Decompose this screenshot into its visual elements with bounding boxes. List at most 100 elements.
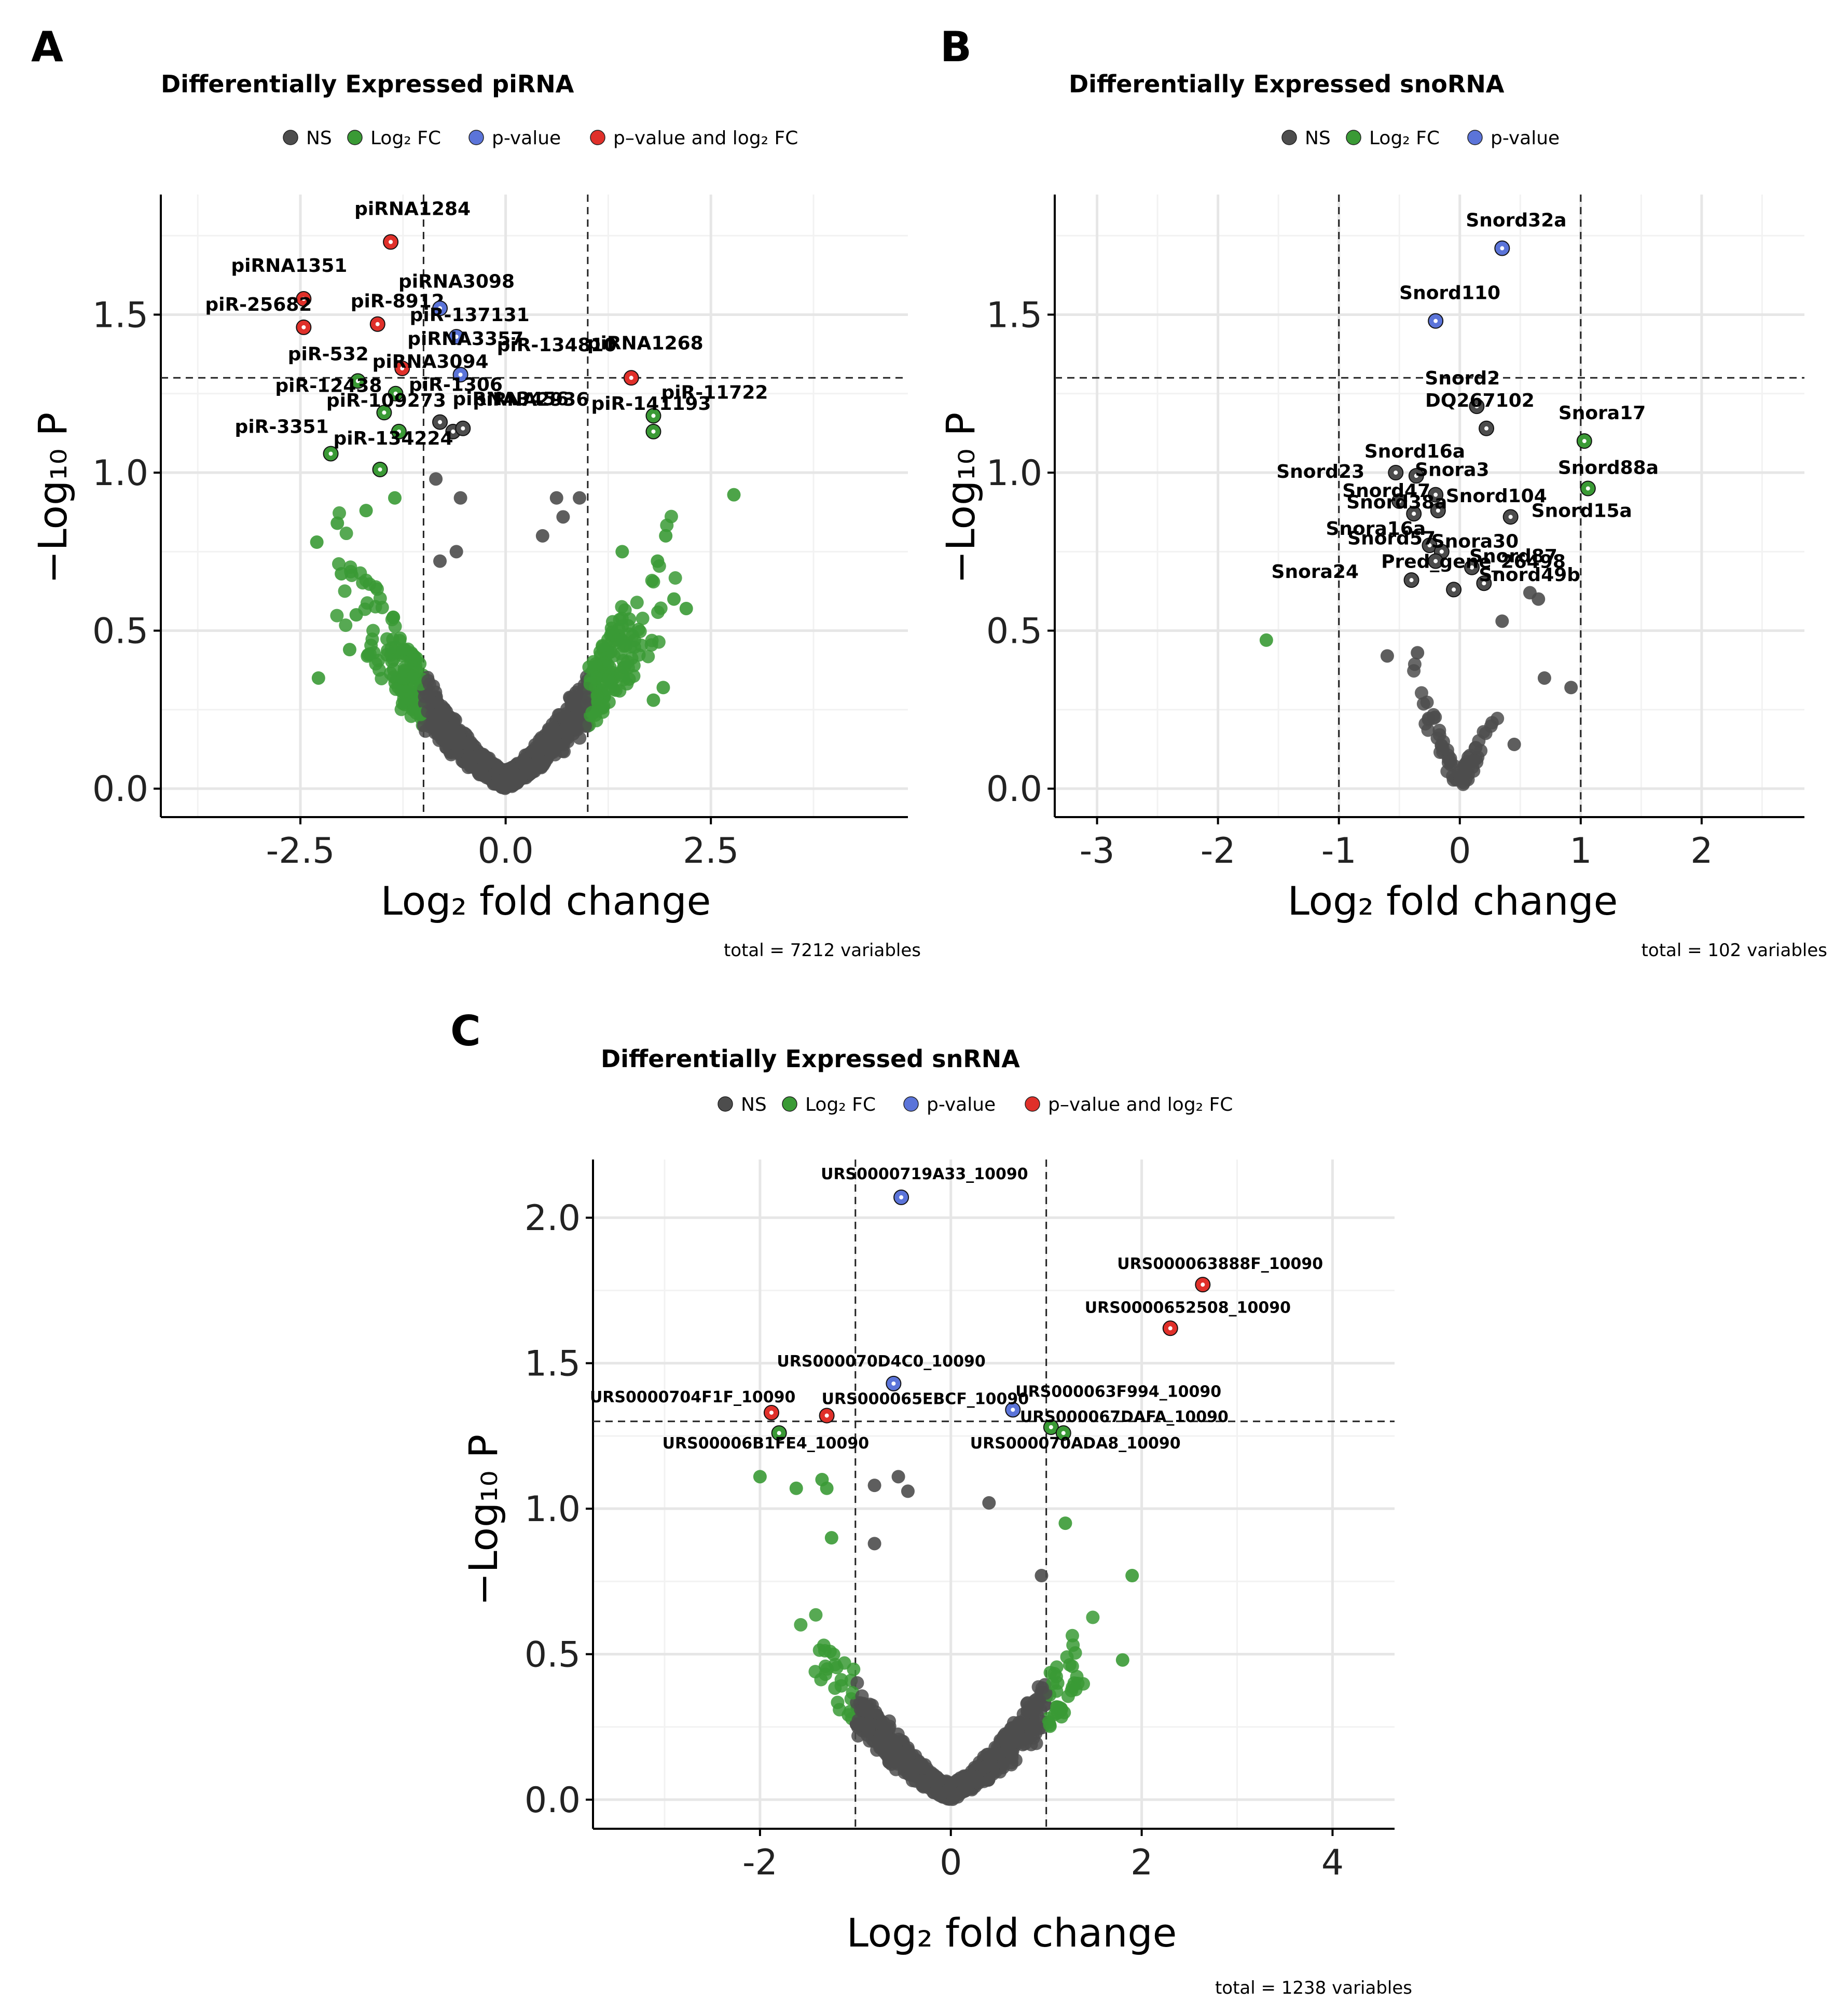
data-point xyxy=(495,774,509,788)
data-point xyxy=(664,509,678,523)
legend-label-Log2FC: Log₂ FC xyxy=(1369,128,1440,149)
y-tick-label: 0.0 xyxy=(92,769,148,810)
data-point xyxy=(668,571,682,585)
x-tick-label: 0 xyxy=(940,1842,962,1883)
data-point xyxy=(1427,711,1441,725)
legend-label-pvalue_and_log2FC: p–value and log₂ FC xyxy=(1048,1094,1233,1115)
legend-label-NS: NS xyxy=(306,128,332,149)
panel-a-legend: NS Log₂ FC p-value p–value and log₂ FC xyxy=(283,128,798,149)
data-point xyxy=(623,612,637,626)
data-point xyxy=(339,527,353,541)
data-point xyxy=(868,1705,882,1719)
point-marker xyxy=(777,1431,781,1436)
data-point xyxy=(1048,1707,1062,1721)
y-tick-label: 1.0 xyxy=(525,1489,581,1530)
data-point xyxy=(812,1643,826,1657)
point-label: Snora17 xyxy=(1559,403,1646,424)
data-point xyxy=(1495,614,1509,628)
data-point xyxy=(552,738,566,752)
point-marker xyxy=(1585,486,1590,491)
data-point xyxy=(453,491,467,505)
y-tick-label: 1.0 xyxy=(986,453,1042,494)
panel-c-legend: NS Log₂ FC p-value p–value and log₂ FC xyxy=(718,1094,1233,1115)
panel-b: B Differentially Expressed snoRNA NS Log₂… xyxy=(937,23,1827,961)
data-point xyxy=(867,1479,881,1493)
point-label: Snora3 xyxy=(1415,460,1489,481)
point-label: piR-109273 xyxy=(326,390,446,411)
legend-item-NS: NS xyxy=(718,1094,767,1115)
point-label: piR-1306 xyxy=(409,375,503,396)
data-point xyxy=(931,1785,945,1799)
data-point xyxy=(967,1773,981,1787)
data-point xyxy=(616,660,630,674)
point-label: Pred_gene_26498 xyxy=(1381,551,1566,572)
y-tick-label: 0.5 xyxy=(986,611,1042,652)
data-point xyxy=(1411,646,1425,660)
data-point xyxy=(645,573,659,587)
data-point xyxy=(851,1718,865,1732)
x-tick-label: 0.0 xyxy=(478,831,534,872)
data-point xyxy=(727,488,741,502)
point-marker xyxy=(1508,515,1513,519)
grid xyxy=(1055,195,1804,817)
data-point xyxy=(651,554,665,568)
point-label: URS000063888F_10090 xyxy=(1117,1255,1323,1273)
data-point xyxy=(656,681,670,695)
point-cloud xyxy=(1407,657,1505,791)
data-point xyxy=(373,591,387,605)
point-label: DQ267102 xyxy=(1425,390,1535,411)
legend-item-NS: NS xyxy=(1281,128,1331,149)
point-marker xyxy=(1201,1282,1205,1287)
point-label: Snord47 xyxy=(1342,480,1430,502)
data-point xyxy=(794,1618,808,1632)
point-label: piR-532 xyxy=(288,343,369,365)
x-tick-label: 0 xyxy=(1449,831,1471,872)
panel-a-xlabel: Log₂ fold change xyxy=(381,878,711,924)
data-point xyxy=(349,608,363,622)
panel-c-letter: C xyxy=(450,1007,481,1055)
y-tick-label: 0.0 xyxy=(986,769,1042,810)
point-marker xyxy=(355,379,360,383)
data-point xyxy=(1432,728,1446,742)
data-point xyxy=(1069,1682,1083,1696)
data-point xyxy=(1564,681,1578,695)
data-point xyxy=(385,613,399,627)
point-label: Snora24 xyxy=(1272,561,1359,583)
point-label: URS0000704F1F_10090 xyxy=(590,1388,795,1406)
y-tick-label: 2.0 xyxy=(525,1198,581,1239)
legend-item-NS: NS xyxy=(283,128,332,149)
point-label: Snord15a xyxy=(1532,500,1632,521)
data-point xyxy=(394,702,408,716)
legend-label-Log2FC: Log₂ FC xyxy=(370,128,441,149)
point-marker xyxy=(438,306,443,311)
point-marker xyxy=(382,410,387,415)
data-point xyxy=(659,529,673,543)
point-marker xyxy=(1397,499,1402,503)
data-point xyxy=(596,657,610,671)
point-marker xyxy=(461,426,465,431)
y-tick-label: 0.5 xyxy=(525,1634,581,1675)
data-point xyxy=(915,1774,929,1788)
grid xyxy=(161,195,908,817)
data-point xyxy=(434,701,448,715)
point-marker xyxy=(1412,512,1416,516)
data-point xyxy=(631,623,645,637)
panel-c-xlabel: Log₂ fold change xyxy=(847,1910,1177,1956)
data-point xyxy=(667,592,681,606)
legend-label-pvalue: p-value xyxy=(927,1094,996,1115)
y-tick-label: 0.5 xyxy=(92,611,148,652)
point-label: piRNA1268 xyxy=(587,333,704,354)
data-point xyxy=(818,1659,832,1673)
data-point xyxy=(1115,1653,1129,1667)
x-tick-label: 2 xyxy=(1130,1842,1153,1883)
point-marker xyxy=(389,240,393,244)
legend-swatch-NS xyxy=(718,1096,733,1112)
point-marker xyxy=(1414,474,1418,478)
data-point xyxy=(330,516,344,530)
data-point xyxy=(429,472,443,486)
data-point xyxy=(508,773,522,787)
data-point xyxy=(353,566,367,580)
point-label: piR-11722 xyxy=(661,382,768,403)
panel-c-caption: total = 1238 variables xyxy=(1215,1978,1412,1998)
data-point xyxy=(1469,741,1483,755)
